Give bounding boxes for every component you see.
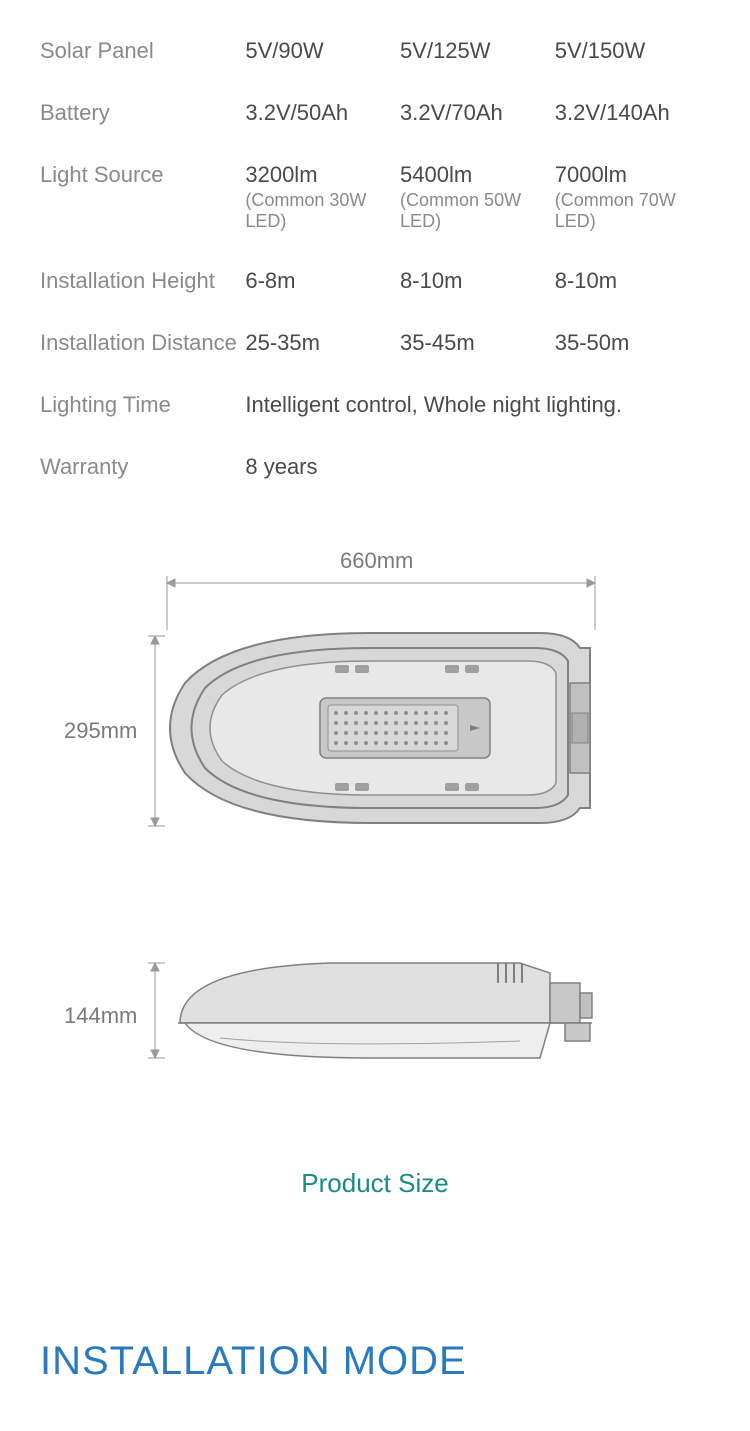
product-size-caption: Product Size [40,1168,710,1199]
spec-value: 35-50m [555,312,710,374]
spec-label: Solar Panel [40,20,245,82]
spec-label: Installation Height [40,250,245,312]
installation-mode-heading: INSTALLATION MODE [40,1339,710,1384]
table-row: Lighting Time Intelligent control, Whole… [40,374,710,436]
table-row: Installation Distance 25-35m 35-45m 35-5… [40,312,710,374]
spec-value: 5V/150W [555,20,710,82]
spec-value: 5V/125W [400,20,555,82]
spec-label: Light Source [40,144,245,250]
spec-subvalue: (Common 50W LED) [400,190,551,232]
spec-value: 3.2V/70Ah [400,82,555,144]
spec-value: 8-10m [400,250,555,312]
spec-value: 7000lm(Common 70W LED) [555,144,710,250]
spec-subvalue: (Common 70W LED) [555,190,706,232]
spec-value: Intelligent control, Whole night lightin… [245,374,710,436]
spec-value: 8-10m [555,250,710,312]
spec-value: 3.2V/140Ah [555,82,710,144]
spec-value: 3.2V/50Ah [245,82,400,144]
spec-value: 5V/90W [245,20,400,82]
product-diagram: 660mm 295mm 144mm [40,548,710,1108]
spec-value: 5400lm(Common 50W LED) [400,144,555,250]
spec-value: 8 years [245,436,710,498]
table-row: Light Source 3200lm(Common 30W LED) 5400… [40,144,710,250]
spec-label: Warranty [40,436,245,498]
diagram-svg [40,548,710,1108]
spec-value: 6-8m [245,250,400,312]
spec-value: 35-45m [400,312,555,374]
spec-label: Lighting Time [40,374,245,436]
table-row: Warranty 8 years [40,436,710,498]
table-row: Battery 3.2V/50Ah 3.2V/70Ah 3.2V/140Ah [40,82,710,144]
spec-label: Installation Distance [40,312,245,374]
spec-subvalue: (Common 30W LED) [245,190,396,232]
table-row: Installation Height 6-8m 8-10m 8-10m [40,250,710,312]
spec-label: Battery [40,82,245,144]
spec-value: 25-35m [245,312,400,374]
spec-value: 3200lm(Common 30W LED) [245,144,400,250]
spec-table: Solar Panel 5V/90W 5V/125W 5V/150W Batte… [40,20,710,498]
table-row: Solar Panel 5V/90W 5V/125W 5V/150W [40,20,710,82]
